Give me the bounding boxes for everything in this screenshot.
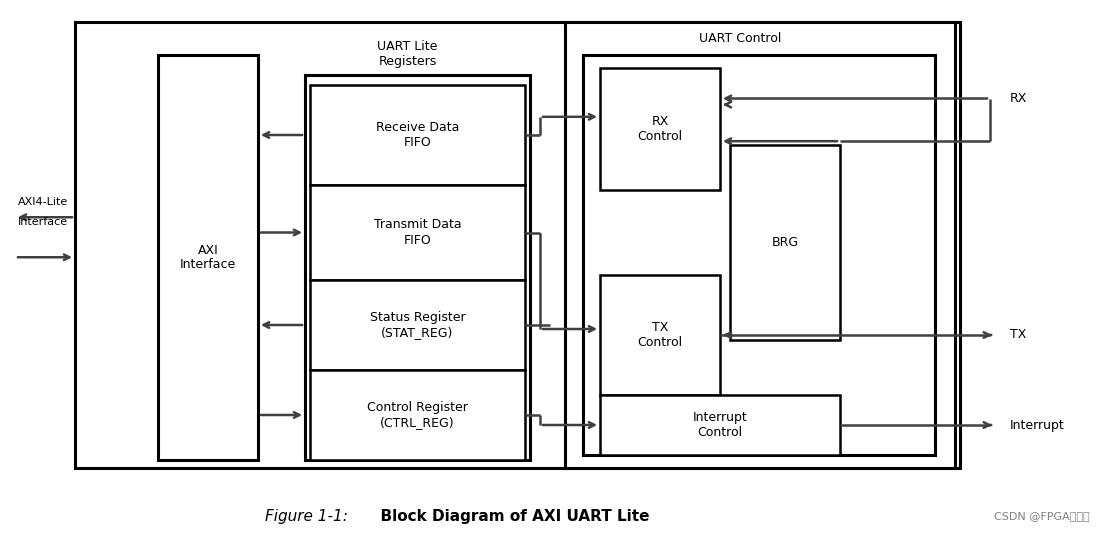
- Text: RX: RX: [1010, 92, 1028, 105]
- Text: AXI
Interface: AXI Interface: [180, 244, 236, 271]
- Bar: [157, 55, 258, 460]
- Bar: [565, 22, 955, 468]
- Text: TX: TX: [1010, 329, 1027, 342]
- Bar: [600, 68, 720, 190]
- Bar: [600, 275, 720, 395]
- Text: Interface: Interface: [18, 217, 68, 227]
- Text: Block Diagram of AXI UART Lite: Block Diagram of AXI UART Lite: [370, 509, 649, 523]
- Bar: [311, 370, 525, 460]
- Bar: [75, 22, 960, 468]
- Text: UART Lite
Registers: UART Lite Registers: [378, 40, 438, 68]
- Text: UART Control: UART Control: [699, 32, 781, 45]
- Text: CSDN @FPGA与信号: CSDN @FPGA与信号: [994, 511, 1090, 521]
- Text: AXI4-Lite: AXI4-Lite: [18, 197, 68, 207]
- Bar: [600, 395, 840, 455]
- Bar: [311, 85, 525, 185]
- Text: RX
Control: RX Control: [638, 115, 682, 143]
- Text: Figure 1-1:: Figure 1-1:: [265, 509, 347, 523]
- Text: TX
Control: TX Control: [638, 321, 682, 349]
- Text: Receive Data
FIFO: Receive Data FIFO: [375, 121, 459, 149]
- Bar: [305, 75, 529, 460]
- Text: Control Register
(CTRL_REG): Control Register (CTRL_REG): [367, 401, 468, 429]
- Bar: [311, 280, 525, 370]
- Text: Transmit Data
FIFO: Transmit Data FIFO: [374, 219, 461, 246]
- Bar: [583, 55, 935, 455]
- Bar: [311, 185, 525, 280]
- Text: Interrupt
Control: Interrupt Control: [693, 411, 747, 439]
- Bar: [731, 145, 840, 340]
- Text: BRG: BRG: [772, 236, 799, 249]
- Text: Interrupt: Interrupt: [1010, 418, 1065, 431]
- Text: Status Register
(STAT_REG): Status Register (STAT_REG): [370, 311, 466, 339]
